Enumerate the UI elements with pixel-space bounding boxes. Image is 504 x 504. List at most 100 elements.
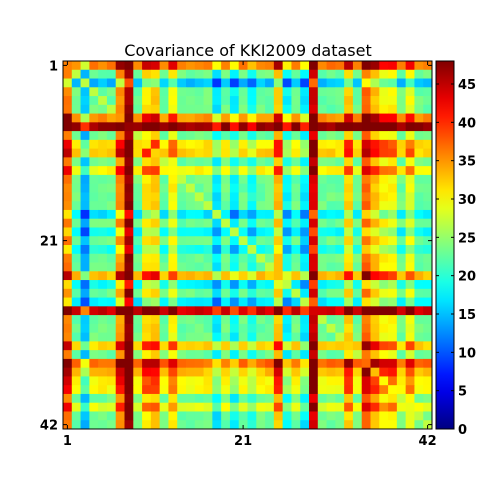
- heatmap-cell: [106, 227, 117, 237]
- heatmap-cell: [98, 323, 108, 334]
- heatmap-cell: [361, 411, 371, 421]
- heatmap-cell: [370, 280, 380, 290]
- heatmap-cell: [309, 253, 319, 263]
- heatmap-cell: [379, 315, 389, 325]
- heatmap-cell: [194, 122, 204, 132]
- heatmap-cell: [388, 227, 398, 237]
- heatmap-cell: [212, 367, 222, 377]
- heatmap-cell: [186, 104, 196, 114]
- heatmap-cell: [238, 376, 248, 386]
- heatmap-cell: [273, 104, 284, 114]
- heatmap-cell: [71, 411, 81, 421]
- heatmap-cell: [71, 402, 81, 412]
- heatmap-cells: [63, 61, 433, 430]
- heatmap-cell: [221, 157, 231, 167]
- heatmap-cell: [361, 297, 371, 307]
- heatmap-cell: [80, 393, 90, 404]
- heatmap-cell: [265, 271, 275, 281]
- heatmap-cell: [247, 174, 257, 185]
- heatmap-cell: [388, 341, 398, 351]
- heatmap-cell: [203, 104, 213, 114]
- heatmap-cell: [379, 148, 389, 158]
- heatmap-cell: [388, 358, 398, 369]
- heatmap-cell: [150, 367, 161, 377]
- heatmap-cell: [106, 166, 117, 176]
- heatmap-cell: [405, 376, 415, 386]
- heatmap-cell: [133, 411, 143, 421]
- heatmap-cell: [98, 61, 108, 71]
- heatmap-cell: [115, 341, 125, 351]
- heatmap-cell: [159, 306, 169, 316]
- heatmap-cell: [317, 78, 327, 88]
- heatmap-cell: [265, 218, 275, 228]
- heatmap-cell: [273, 236, 284, 246]
- heatmap-cell: [63, 104, 73, 114]
- heatmap-cell: [265, 69, 275, 79]
- heatmap-cell: [115, 166, 125, 176]
- heatmap-cell: [335, 367, 345, 377]
- heatmap-cell: [89, 69, 99, 79]
- heatmap-cell: [159, 148, 169, 158]
- heatmap-cell: [388, 262, 398, 272]
- heatmap-cell: [256, 393, 266, 404]
- heatmap-cell: [291, 113, 301, 123]
- heatmap-cell: [423, 323, 433, 334]
- heatmap-cell: [133, 157, 143, 167]
- heatmap-cell: [396, 139, 407, 150]
- heatmap-cell: [133, 367, 143, 377]
- heatmap-cell: [291, 131, 301, 141]
- heatmap-cell: [361, 350, 371, 360]
- heatmap-cell: [317, 376, 327, 386]
- heatmap-cell: [352, 78, 363, 88]
- heatmap-cell: [361, 201, 371, 211]
- heatmap-cell: [344, 297, 354, 307]
- heatmap-cell: [282, 122, 292, 132]
- heatmap-cell: [115, 315, 125, 325]
- heatmap-cell: [203, 166, 213, 176]
- heatmap-cell: [238, 411, 248, 421]
- heatmap-cell: [300, 332, 310, 342]
- heatmap-cell: [98, 315, 108, 325]
- heatmap-cell: [352, 297, 363, 307]
- heatmap-cell: [221, 297, 231, 307]
- heatmap-cell: [326, 148, 336, 158]
- heatmap-cell: [150, 96, 161, 106]
- heatmap-cell: [396, 148, 407, 158]
- heatmap-cell: [124, 113, 134, 123]
- heatmap-cell: [80, 350, 90, 360]
- heatmap-cell: [159, 218, 169, 228]
- heatmap-cell: [133, 420, 143, 430]
- heatmap-cell: [203, 139, 213, 150]
- heatmap-cell: [256, 402, 266, 412]
- heatmap-cell: [89, 288, 99, 298]
- heatmap-cell: [344, 157, 354, 167]
- heatmap-cell: [229, 227, 240, 237]
- heatmap-cell: [414, 350, 424, 360]
- heatmap-cell: [168, 61, 178, 71]
- heatmap-cell: [361, 209, 371, 220]
- heatmap-cell: [221, 332, 231, 342]
- heatmap-cell: [317, 69, 327, 79]
- heatmap-cell: [194, 131, 204, 141]
- heatmap-cell: [150, 262, 161, 272]
- heatmap-cell: [106, 306, 117, 316]
- heatmap-cell: [352, 367, 363, 377]
- heatmap-cell: [379, 297, 389, 307]
- heatmap-cell: [221, 69, 231, 79]
- heatmap-cell: [309, 288, 319, 298]
- heatmap-cell: [379, 183, 389, 193]
- heatmap-cell: [203, 393, 213, 404]
- heatmap-cell: [309, 148, 319, 158]
- heatmap-cell: [414, 341, 424, 351]
- heatmap-cell: [291, 358, 301, 369]
- heatmap-cell: [124, 227, 134, 237]
- heatmap-cell: [256, 166, 266, 176]
- heatmap-cell: [98, 227, 108, 237]
- heatmap-cell: [291, 350, 301, 360]
- heatmap-cell: [370, 69, 380, 79]
- heatmap-cell: [326, 96, 336, 106]
- x-tick-label: 42: [419, 434, 437, 449]
- heatmap-cell: [370, 376, 380, 386]
- heatmap-cell: [98, 113, 108, 123]
- heatmap-cell: [309, 104, 319, 114]
